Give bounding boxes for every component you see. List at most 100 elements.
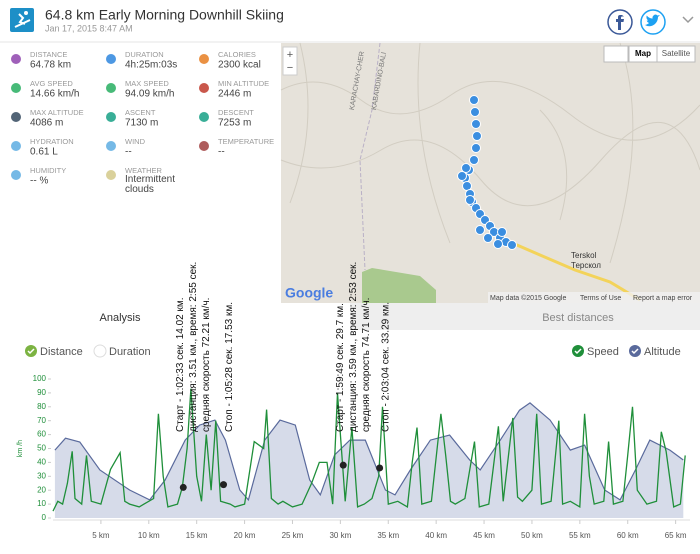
skier-head — [24, 11, 28, 15]
stat-icon — [106, 141, 116, 151]
x-tick-label: 50 km — [521, 531, 543, 540]
y-tick-label: 80 — [37, 402, 46, 411]
chart: km /h 0 10 20 30 40 50 60 70 80 90 100 5 km 10 km 15 k… — [17, 262, 690, 540]
zoom-control — [282, 46, 298, 76]
terrain-lines — [280, 42, 700, 264]
activity-date: Jan 17, 2015 8:47 AM — [45, 23, 133, 33]
y-tick-label: 20 — [37, 485, 46, 494]
route-marker — [469, 155, 479, 165]
annotation-text: Стоп - 2:03:04 сек. 33.29 км. — [380, 302, 391, 432]
route-marker — [471, 119, 481, 129]
x-option-label: Duration — [109, 346, 151, 358]
stat-icon — [11, 141, 21, 151]
tab-analysis[interactable] — [0, 303, 350, 330]
y-tick-label: 40 — [37, 458, 46, 467]
stat-icon — [106, 54, 116, 64]
stat-icon — [106, 170, 116, 180]
stat-value: 94.09 km/h — [125, 89, 174, 100]
activity-title: 64.8 km Early Morning Downhill Skiing — [45, 7, 284, 23]
stat-label: MAX SPEED — [125, 79, 169, 88]
road — [509, 240, 641, 302]
stat-label: DURATION — [125, 50, 164, 59]
y-tick-label: 100 — [33, 374, 47, 383]
map-background — [281, 43, 700, 303]
route-marker — [497, 227, 507, 237]
y-tick-label: 60 — [37, 430, 46, 439]
stat-label: TEMPERATURE — [218, 137, 274, 146]
stat-label: WEATHER — [125, 166, 163, 175]
stat-value: 64.78 km — [30, 60, 71, 71]
annotation-marker — [220, 481, 228, 489]
x-tick-label: 45 km — [473, 531, 495, 540]
zoom-out[interactable]: − — [287, 62, 293, 74]
annotation-marker — [179, 483, 187, 491]
map-footer — [488, 292, 700, 303]
x-tick-label: 15 km — [186, 531, 208, 540]
stat-value: 0.61 L — [30, 147, 58, 158]
stat-label: DESCENT — [218, 108, 254, 117]
duration-toggle[interactable] — [93, 344, 107, 358]
expand-chevron[interactable] — [682, 16, 694, 24]
map-attribution: Map data ©2015 Google — [490, 294, 566, 302]
stat-value: 2446 m — [218, 89, 251, 100]
stat-icon — [199, 141, 209, 151]
map-report[interactable]: Report a map error — [633, 295, 693, 302]
annotation-text: дистанция: 3.59 км., время: 2:53 сек. — [348, 262, 359, 432]
route-marker — [465, 195, 475, 205]
stat-value: 4086 m — [30, 118, 63, 129]
check — [27, 348, 35, 355]
stat-icon — [199, 54, 209, 64]
altitude-area — [54, 402, 684, 518]
x-tick-label: 5 km — [92, 531, 110, 540]
annotation-text: Старт - 1:02:33 сек. 14.02 км. — [175, 297, 186, 432]
tab-best-distances[interactable] — [350, 303, 700, 330]
check — [631, 348, 639, 355]
stat-label: MIN ALTITUDE — [218, 79, 269, 88]
x-tick-label: 10 km — [138, 531, 160, 540]
altitude-line — [54, 402, 684, 502]
stat-value-box: Intermittent clouds — [125, 175, 176, 195]
stat-value: 7253 m — [218, 118, 251, 129]
fullscreen-button[interactable] — [603, 45, 629, 63]
stat-icon — [11, 112, 21, 122]
stat-icon — [11, 54, 21, 64]
map-terms[interactable]: Terms of Use — [580, 295, 621, 302]
y-tick-label: 50 — [37, 444, 46, 453]
stat-value: -- — [125, 147, 132, 158]
stat-label: HUMIDITY — [30, 166, 66, 175]
stat-value: Intermittent clouds — [125, 175, 176, 195]
x-option-label: Distance — [40, 346, 83, 358]
stat-label: CALORIES — [218, 50, 256, 59]
legend-label: Speed — [587, 346, 619, 358]
y-tick-label: 30 — [37, 471, 46, 480]
place-label: Терскол — [571, 261, 601, 270]
route-marker — [470, 107, 480, 117]
annotation-marker — [339, 461, 347, 469]
annotation-text: средняя скорость 72.21 км/ч. — [201, 298, 212, 432]
stat-label: ASCENT — [125, 108, 156, 117]
x-tick-label: 65 km — [665, 531, 687, 540]
map[interactable]: + − Map Satellite KARACHAY-CHER KABARDIN… — [280, 42, 700, 303]
legend-label: Altitude — [644, 346, 681, 358]
stat-value: 14.66 km/h — [30, 89, 79, 100]
y-tick-label: 90 — [37, 388, 46, 397]
annotation-marker — [376, 464, 384, 472]
park-area — [362, 268, 436, 303]
zoom-in[interactable]: + — [287, 49, 293, 61]
facebook-glyph — [616, 15, 624, 30]
stat-label: AVG SPEED — [30, 79, 73, 88]
route-marker — [461, 163, 471, 173]
route — [457, 95, 517, 250]
annotation-text: средняя скорость 74.71 км/ч. — [361, 298, 372, 432]
map-logo: Google — [285, 285, 333, 301]
map-type-satellite[interactable] — [656, 45, 696, 63]
x-tick-label: 60 km — [617, 531, 639, 540]
route-marker — [471, 143, 481, 153]
y-tick-label: 70 — [37, 416, 46, 425]
stat-value: 4h:25m:03s — [125, 60, 177, 71]
stat-icon — [11, 83, 21, 93]
stat-icon — [106, 83, 116, 93]
route-marker — [483, 233, 493, 243]
route-marker — [507, 240, 517, 250]
